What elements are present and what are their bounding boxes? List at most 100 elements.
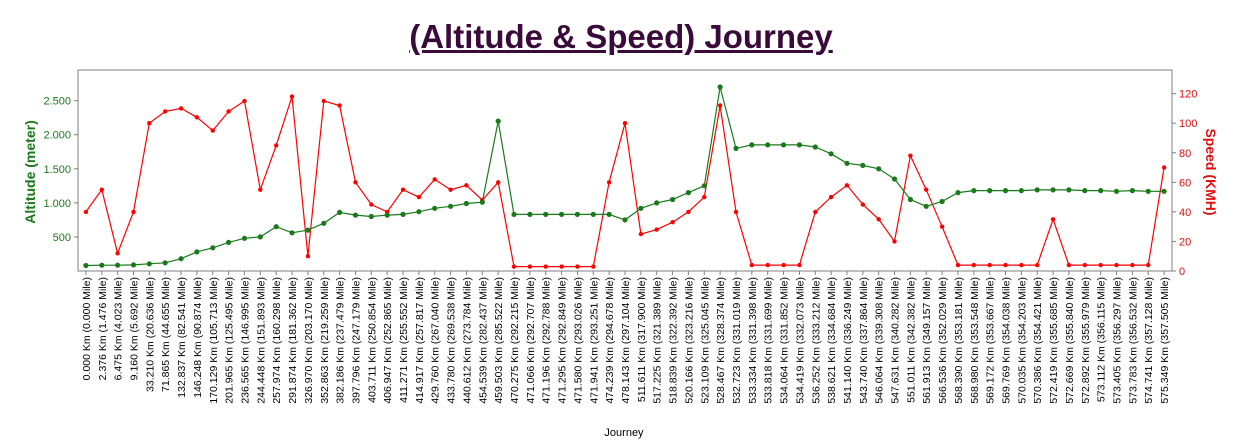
x-tick-label: 572.892 Km (355.979 Mile) [1080, 277, 1092, 404]
x-tick-label: 478.143 Km (297.104 Mile) [620, 277, 632, 404]
left-tick-label: 2.500 [43, 96, 71, 108]
speed-point [733, 209, 739, 215]
altitude-point [559, 211, 565, 217]
right-tick-label: 120 [1179, 89, 1197, 101]
altitude-point [368, 213, 374, 220]
altitude-point [1129, 188, 1135, 194]
altitude-point [130, 262, 137, 268]
altitude-point [241, 235, 248, 241]
speed-point [844, 183, 850, 188]
altitude-point [83, 262, 89, 269]
altitude-point [416, 209, 422, 215]
speed-point [1114, 262, 1119, 268]
speed-point [622, 121, 628, 126]
altitude-point [210, 245, 216, 251]
altitude-point [226, 239, 232, 245]
altitude-point [1034, 187, 1040, 193]
x-tick-label: 520.166 Km (323.216 Mile) [683, 277, 695, 404]
speed-point [717, 103, 723, 108]
speed-point [828, 194, 834, 200]
x-tick-label: 551.011 Km (342.382 Mile) [905, 277, 917, 403]
speed-point [860, 202, 865, 207]
speed-point [337, 103, 342, 108]
x-tick-label: 570.386 Km (354.421 Mile) [1032, 277, 1044, 404]
speed-point [876, 217, 881, 222]
speed-point [147, 121, 152, 126]
speed-point [274, 143, 279, 148]
altitude-point [749, 142, 755, 148]
speed-point [654, 227, 659, 232]
speed-point [670, 220, 675, 225]
left-tick-label: 1.000 [43, 198, 71, 210]
x-tick-label: 533.334 Km (331.398 Mile) [747, 277, 759, 404]
altitude-series [83, 84, 1167, 269]
altitude-point [939, 198, 945, 205]
altitude-point [400, 211, 406, 217]
x-tick-label: 471.941 Km (293.251 Mile) [588, 277, 600, 404]
speed-point [1130, 262, 1135, 268]
altitude-point [733, 145, 739, 151]
altitude-point [352, 212, 359, 218]
speed-point [924, 187, 929, 192]
altitude-point [448, 203, 454, 209]
altitude-point [1161, 188, 1167, 194]
speed-point [813, 209, 818, 215]
altitude-point [495, 118, 501, 124]
altitude-point [971, 188, 977, 194]
speed-point [258, 187, 263, 192]
x-tick-label: 132.837 Km (82.541 Mile) [176, 277, 188, 398]
speed-point [908, 153, 913, 158]
altitude-point [257, 234, 263, 240]
x-tick-label: 534.419 Km (332.073 Mile) [794, 277, 806, 404]
altitude-point [876, 166, 882, 172]
altitude-point [860, 162, 866, 168]
x-tick-label: 569.769 Km (354.038 Mile) [1001, 277, 1013, 404]
x-tick-label: 352.863 Km (219.259 Mile) [319, 277, 331, 404]
speed-point [99, 187, 105, 192]
altitude-point [463, 200, 469, 207]
altitude-point [479, 199, 485, 205]
altitude-point [622, 217, 628, 223]
altitude-point [337, 209, 343, 215]
x-tick-label: 474.239 Km (294.678 Mile) [604, 277, 616, 404]
speed-point [1146, 262, 1151, 268]
right-tick-label: 20 [1179, 236, 1191, 248]
x-tick-label: 440.612 Km (273.784 Mile) [461, 277, 473, 404]
left-tick-label: 500 [53, 232, 71, 244]
altitude-point [590, 211, 596, 217]
altitude-point [685, 190, 692, 196]
speed-point [765, 262, 770, 268]
speed-point [971, 262, 976, 268]
speed-point [194, 115, 200, 120]
speed-point [1003, 262, 1008, 268]
altitude-point [115, 262, 121, 268]
x-tick-label: 170.129 Km (105.713 Mile) [208, 277, 220, 404]
altitude-point [1145, 188, 1151, 194]
speed-point [1098, 262, 1103, 268]
x-axis-label: Journey [604, 427, 644, 439]
speed-point [702, 194, 707, 200]
speed-point [892, 239, 897, 244]
speed-point [606, 180, 612, 185]
speed-point [400, 187, 406, 192]
x-tick-label: 406.947 Km (252.865 Mile) [382, 277, 394, 404]
x-tick-label: 574.741 Km (357.128 Mile) [1143, 277, 1155, 404]
x-tick-label: 411.271 Km (255.552 Mile) [398, 277, 410, 403]
speed-point [210, 128, 215, 133]
x-tick-label: 573.783 Km (356.532 Mile) [1127, 277, 1139, 404]
x-tick-label: 517.225 Km (321.389 Mile) [652, 277, 664, 404]
altitude-point [765, 142, 771, 148]
altitude-point [638, 205, 644, 211]
right-tick-label: 0 [1179, 266, 1185, 278]
altitude-point [511, 211, 517, 217]
x-tick-label: 573.112 Km (356.115 Mile) [1096, 277, 1108, 402]
right-axis: 0 20 40 60 80 100 120 [1172, 89, 1197, 278]
altitude-point [1018, 188, 1024, 194]
speed-point [353, 180, 358, 185]
y-axis-right-label: Speed (KMH) [1203, 128, 1219, 215]
right-tick-label: 40 [1179, 207, 1191, 219]
speed-point [1066, 262, 1072, 268]
altitude-point [844, 160, 850, 166]
altitude-point [796, 142, 803, 148]
